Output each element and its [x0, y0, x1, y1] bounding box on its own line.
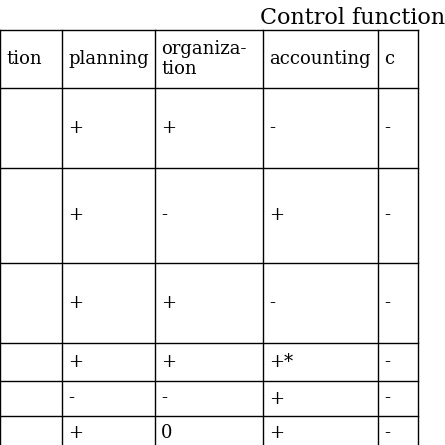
Text: 0: 0 [161, 425, 173, 442]
Text: -: - [161, 206, 167, 224]
Text: -: - [161, 389, 167, 408]
Text: -: - [384, 119, 390, 137]
Text: +: + [269, 206, 284, 224]
Text: +: + [68, 206, 83, 224]
Text: organiza-
tion: organiza- tion [161, 40, 247, 78]
Text: +: + [269, 389, 284, 408]
Text: -: - [269, 294, 275, 312]
Text: -: - [384, 294, 390, 312]
Text: +: + [68, 119, 83, 137]
Text: Control function: Control function [260, 7, 445, 29]
Text: +: + [161, 353, 176, 371]
Text: tion: tion [6, 50, 42, 68]
Text: +: + [161, 119, 176, 137]
Text: -: - [384, 353, 390, 371]
Text: +: + [68, 294, 83, 312]
Text: +: + [161, 294, 176, 312]
Text: +: + [68, 425, 83, 442]
Text: -: - [384, 425, 390, 442]
Text: +: + [68, 353, 83, 371]
Text: -: - [269, 119, 275, 137]
Text: +: + [269, 425, 284, 442]
Text: c: c [384, 50, 394, 68]
Text: -: - [384, 389, 390, 408]
Text: -: - [384, 206, 390, 224]
Text: -: - [68, 389, 74, 408]
Text: +*: +* [269, 353, 293, 371]
Text: planning: planning [68, 50, 149, 68]
Text: accounting: accounting [269, 50, 371, 68]
